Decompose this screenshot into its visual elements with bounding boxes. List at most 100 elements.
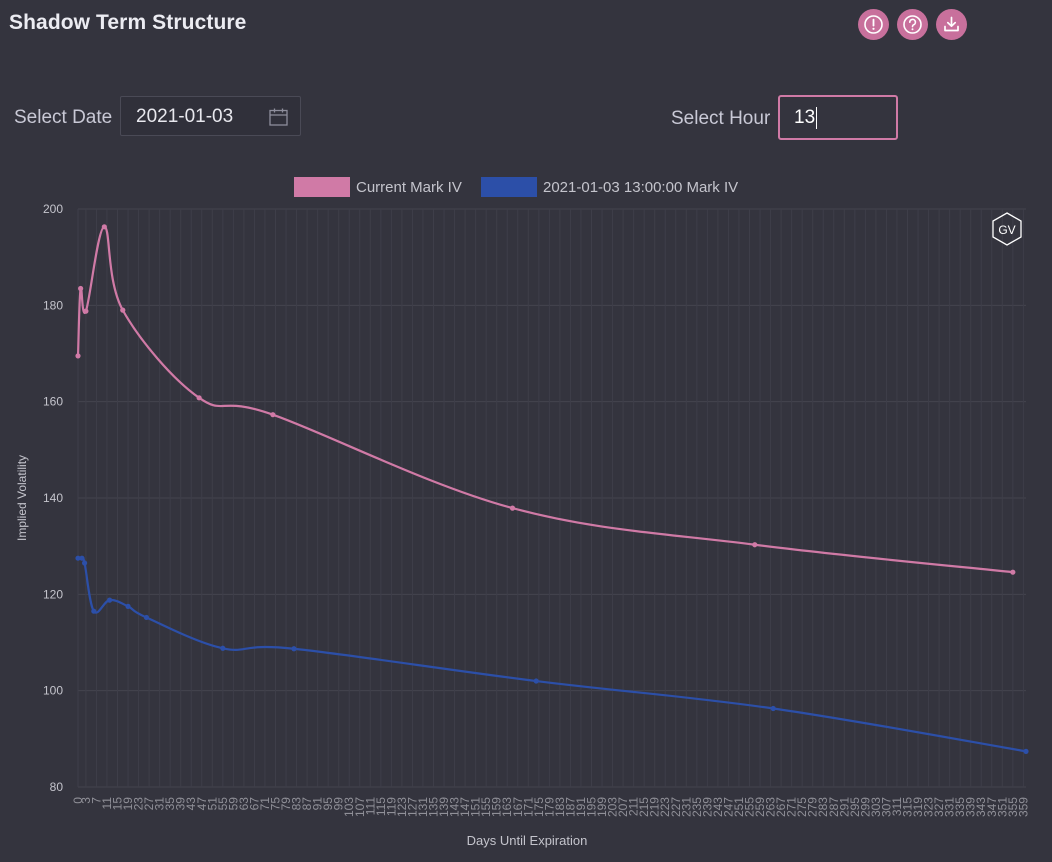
legend-label[interactable]: Current Mark IV [356,179,462,196]
y-tick-label: 140 [43,491,63,505]
hour-input[interactable]: 13 [778,95,898,140]
data-point[interactable] [533,678,539,684]
legend-swatch[interactable] [294,177,350,197]
x-tick-label: 263 [764,797,778,817]
legend-label[interactable]: 2021-01-03 13:00:00 Mark IV [543,179,738,196]
gv-watermark-text: GV [998,223,1015,237]
data-point[interactable] [752,542,758,548]
x-tick-label: 0 [71,797,85,804]
x-tick-label: 51 [205,797,219,811]
data-point[interactable] [78,285,84,292]
x-tick-label: 131 [416,797,430,817]
x-tick-label: 239 [700,797,714,817]
x-tick-label: 223 [658,797,672,817]
x-tick-label: 23 [132,797,146,811]
data-point[interactable] [1010,569,1016,575]
x-tick-label: 167 [511,797,525,817]
x-tick-label: 179 [542,797,556,817]
data-point[interactable] [81,560,88,566]
y-axis-title: Implied Volatility [15,455,29,541]
x-tick-label: 331 [943,797,957,817]
data-point[interactable] [91,608,97,614]
x-axis-title: Days Until Expiration [467,833,588,848]
x-tick-label: 75 [269,797,283,811]
data-point[interactable] [770,705,776,712]
x-tick-label: 127 [405,797,419,817]
x-tick-label: 139 [437,797,451,817]
data-point[interactable] [107,597,113,603]
x-tick-label: 115 [374,797,388,816]
alert-button[interactable] [858,9,889,40]
x-tick-label: 191 [574,797,588,817]
x-tick-label: 91 [311,797,325,811]
data-point[interactable] [75,555,81,561]
y-tick-label: 100 [43,684,63,698]
x-tick-label: 227 [669,797,683,817]
date-value: 2021-01-03 [136,106,234,127]
x-tick-label: 63 [237,797,251,811]
data-point[interactable] [75,353,81,359]
download-button[interactable] [936,9,967,40]
x-tick-label: 123 [395,797,409,817]
x-tick-label: 307 [879,797,893,817]
x-tick-label: 163 [500,797,514,817]
x-tick-label: 135 [427,797,441,817]
x-tick-label: 67 [247,797,261,811]
x-tick-label: 151 [469,797,483,817]
x-tick-label: 215 [637,797,651,817]
y-tick-label: 160 [43,395,63,409]
x-tick-label: 283 [816,797,830,817]
data-point[interactable] [125,603,131,609]
data-point[interactable] [196,395,202,401]
x-tick-label: 299 [858,797,872,817]
x-tick-label: 47 [195,797,209,811]
x-tick-label: 187 [563,797,577,817]
y-tick-label: 120 [43,587,63,601]
x-tick-label: 235 [690,797,704,817]
data-point[interactable] [270,412,276,418]
data-point[interactable] [83,308,89,314]
x-tick-label: 83 [290,797,304,811]
x-tick-label: 271 [785,797,799,817]
x-tick-label: 207 [616,797,630,817]
x-tick-label: 35 [163,797,177,811]
data-point[interactable] [143,614,150,621]
x-tick-label: 103 [342,797,356,817]
hour-label: Select Hour [671,108,771,129]
x-tick-label: 107 [353,797,367,817]
x-tick-label: 259 [753,797,767,817]
x-tick-label: 347 [985,797,999,817]
x-tick-label: 55 [216,797,230,811]
data-point[interactable] [509,505,516,511]
calendar-icon[interactable] [269,108,288,126]
data-point[interactable] [291,646,297,652]
x-tick-label: 319 [911,797,925,817]
x-tick-label: 171 [521,797,535,817]
date-picker[interactable]: 2021-01-03 [120,96,301,136]
x-tick-label: 351 [995,797,1009,817]
y-tick-label: 200 [43,202,63,216]
series-line-0 [76,225,1013,574]
data-point[interactable] [120,307,126,313]
data-point[interactable] [220,645,226,651]
x-tick-label: 19 [121,797,135,811]
x-tick-label: 295 [848,797,862,817]
data-point[interactable] [79,555,85,561]
x-tick-label: 119 [384,797,398,816]
legend-swatch[interactable] [481,177,537,197]
x-tick-label: 175 [532,797,546,817]
x-tick-label: 71 [258,797,272,811]
gv-watermark: GV [992,212,1022,246]
help-button[interactable] [897,9,928,40]
x-tick-label: 267 [774,797,788,817]
x-tick-label: 7 [89,797,103,804]
x-tick-label: 311 [890,797,904,816]
x-tick-label: 359 [1016,797,1030,817]
x-tick-label: 335 [953,797,967,817]
data-point[interactable] [101,224,107,230]
x-tick-label: 59 [226,797,240,811]
data-point[interactable] [1023,748,1029,754]
page-title: Shadow Term Structure [9,11,247,34]
x-tick-label: 99 [332,797,346,811]
